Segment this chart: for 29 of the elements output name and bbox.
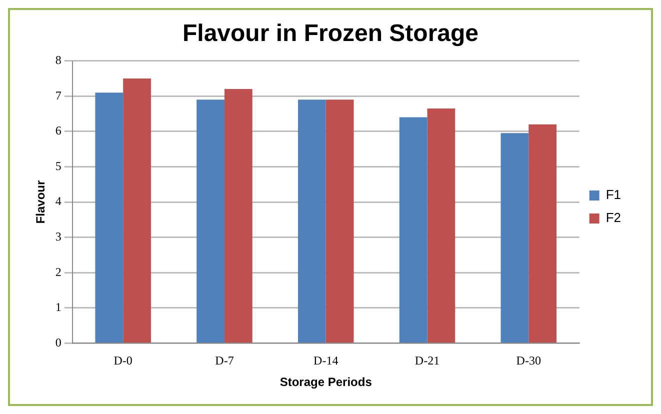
bar [427,108,456,342]
y-tick-label: 5 [55,158,62,173]
y-tick-label: 0 [55,335,62,350]
bar [500,133,529,342]
x-tick-label: D-14 [314,354,338,368]
bar [326,100,354,342]
bar [298,100,326,342]
bar [123,78,151,342]
x-tick-label: D-7 [215,354,234,368]
legend-label: F2 [606,210,621,226]
bar [95,92,124,342]
y-tick-label: 1 [55,300,62,314]
y-tick-label: 4 [55,194,62,208]
x-axis-title: Storage Periods [280,375,372,390]
bar [196,100,224,342]
bar [224,89,252,342]
bar [528,124,557,342]
x-tick-label: D-30 [516,354,541,368]
y-tick-label: 8 [55,52,62,67]
bar [399,117,428,342]
y-tick-label: 2 [55,264,62,279]
chart-title: Flavour in Frozen Storage [182,20,479,48]
y-tick-label: 3 [55,229,62,244]
y-tick-label: 7 [55,88,62,102]
y-axis-title: Flavour [34,180,48,224]
x-tick-label: D-21 [414,354,440,368]
y-tick-label: 6 [55,124,62,138]
x-tick-label: D-0 [114,354,132,368]
legend-label: F1 [606,187,621,202]
